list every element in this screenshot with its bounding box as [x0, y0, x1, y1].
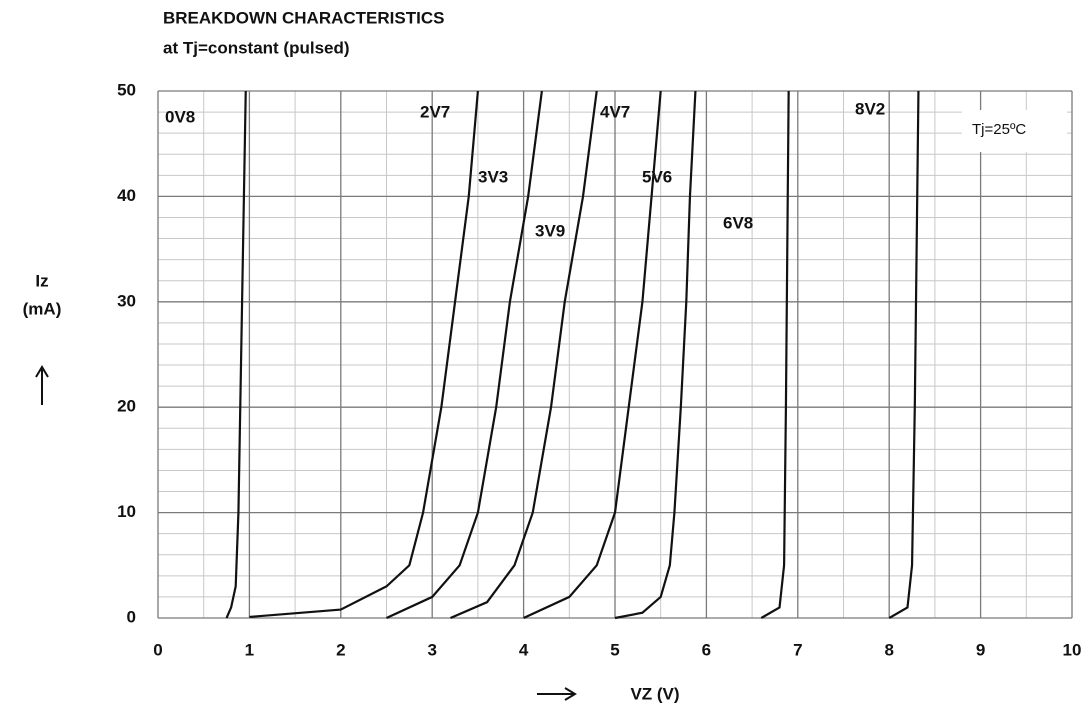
annotation-box — [962, 110, 1067, 152]
x-tick-label: 5 — [610, 640, 619, 659]
curve-label: 6V8 — [723, 213, 753, 232]
curve-label: 3V9 — [535, 221, 565, 240]
curve-label: 8V2 — [855, 99, 885, 118]
x-tick-label: 9 — [976, 640, 985, 659]
x-tick-label: 0 — [153, 640, 162, 659]
curve — [249, 90, 479, 619]
x-arrow — [537, 687, 577, 701]
chart-subtitle: at Tj=constant (pulsed) — [163, 38, 350, 57]
y-arrow — [35, 365, 49, 405]
chart-title: BREAKDOWN CHARACTERISTICS — [163, 8, 444, 27]
curve — [523, 90, 662, 619]
curve — [614, 90, 697, 620]
x-tick-label: 4 — [519, 640, 529, 659]
curve-label: 0V8 — [165, 107, 195, 126]
curve — [386, 90, 543, 619]
curve-label: 5V6 — [642, 167, 672, 186]
curve — [760, 90, 790, 619]
curve-label: 2V7 — [420, 102, 450, 121]
x-tick-label: 1 — [245, 640, 254, 659]
y-tick-label: 50 — [117, 80, 136, 99]
x-tick-label: 8 — [884, 640, 893, 659]
x-axis-label: VZ (V) — [630, 684, 679, 703]
curve-label: 4V7 — [600, 102, 630, 121]
y-axis-label: (mA) — [23, 299, 62, 318]
y-axis-label: Iz — [35, 271, 48, 290]
curve — [225, 90, 247, 619]
annotation: Tj=25ºC — [972, 121, 1026, 138]
y-tick-label: 0 — [127, 607, 136, 626]
x-tick-label: 10 — [1063, 640, 1082, 659]
curve-label: 3V3 — [478, 167, 508, 186]
x-tick-label: 3 — [427, 640, 436, 659]
y-tick-label: 40 — [117, 186, 136, 205]
y-tick-label: 20 — [117, 397, 136, 416]
y-tick-label: 10 — [117, 502, 136, 521]
y-tick-label: 30 — [117, 291, 136, 310]
x-tick-label: 7 — [793, 640, 802, 659]
x-tick-label: 6 — [702, 640, 711, 659]
curve — [888, 90, 920, 619]
x-tick-label: 2 — [336, 640, 345, 659]
curve — [450, 90, 598, 620]
